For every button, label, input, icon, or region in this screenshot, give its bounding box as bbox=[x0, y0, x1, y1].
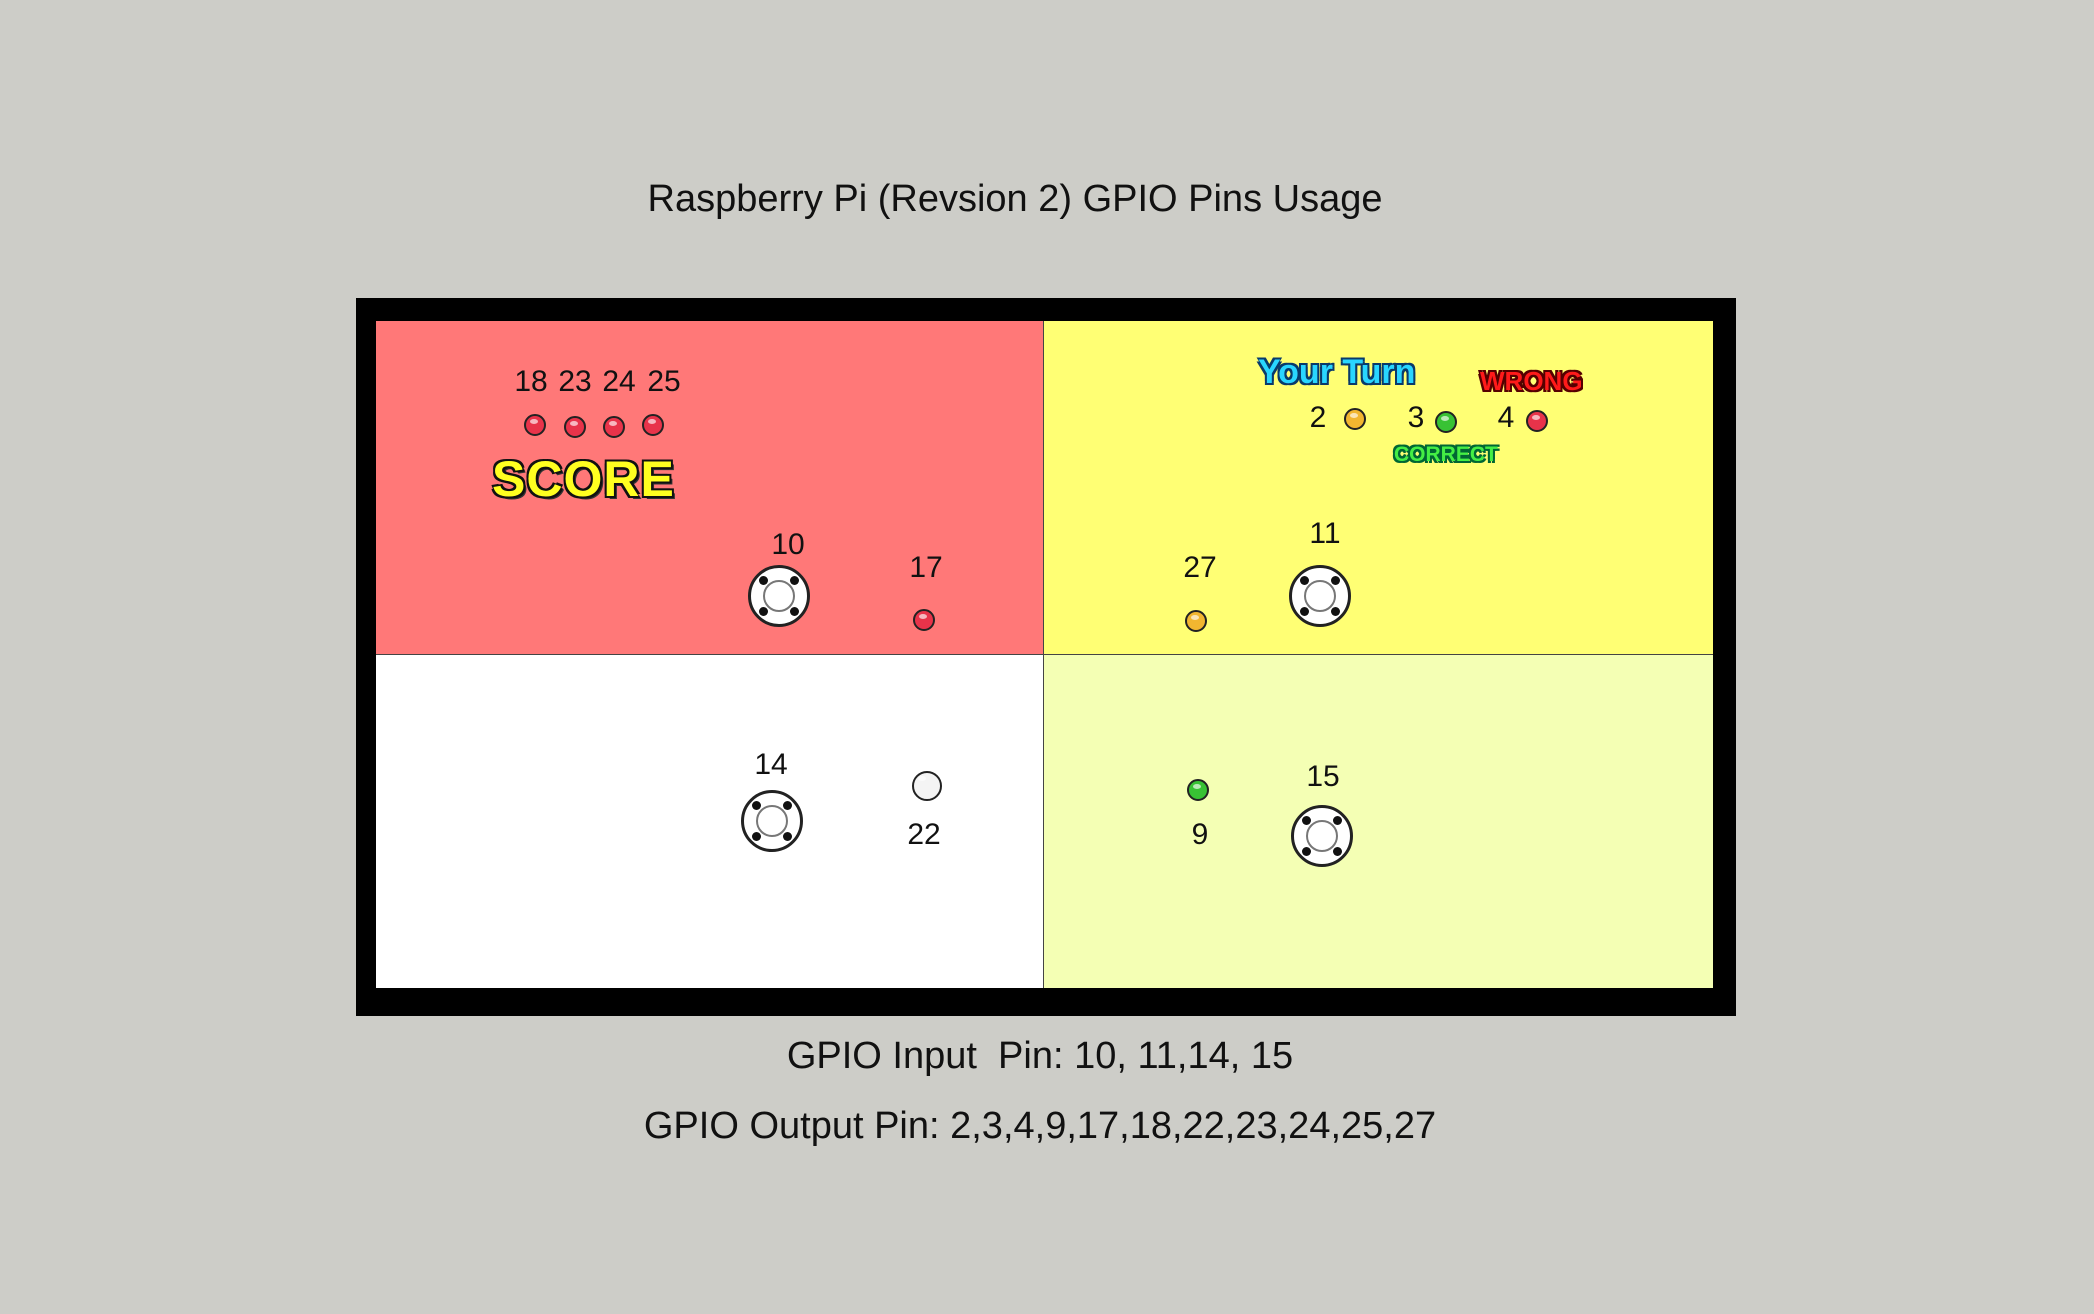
led-17 bbox=[913, 609, 935, 631]
status-led-2 bbox=[1344, 408, 1366, 430]
button-pin-dot bbox=[1302, 847, 1311, 856]
button-cap bbox=[1306, 820, 1338, 852]
button-pin-dot bbox=[1331, 576, 1340, 585]
button-label-11: 11 bbox=[1309, 517, 1341, 550]
score-led-label-24: 24 bbox=[602, 365, 636, 398]
button-pin-dot bbox=[1333, 847, 1342, 856]
status-led-label-4: 4 bbox=[1497, 401, 1515, 434]
page-title: Raspberry Pi (Revsion 2) GPIO Pins Usage bbox=[647, 178, 1383, 220]
your-turn-word: Your Turn bbox=[1258, 353, 1416, 391]
led-label-17: 17 bbox=[909, 551, 943, 584]
score-led-18 bbox=[524, 414, 546, 436]
status-led-label-3: 3 bbox=[1407, 401, 1425, 434]
button-pin-dot bbox=[752, 801, 761, 810]
button-cap bbox=[1304, 580, 1336, 612]
output-pins-text: GPIO Output Pin: 2,3,4,9,17,18,22,23,24,… bbox=[643, 1105, 1437, 1147]
button-pin-dot bbox=[790, 576, 799, 585]
status-led-label-2: 2 bbox=[1309, 401, 1327, 434]
led-9 bbox=[1187, 779, 1209, 801]
quadrant-top-right bbox=[1043, 321, 1713, 654]
led-27 bbox=[1185, 610, 1207, 632]
push-button-10[interactable] bbox=[748, 565, 810, 627]
button-pin-dot bbox=[1300, 576, 1309, 585]
led-label-27: 27 bbox=[1183, 551, 1217, 584]
button-label-10: 10 bbox=[771, 528, 805, 561]
button-pin-dot bbox=[1331, 607, 1340, 616]
quadrant-bottom-left bbox=[376, 654, 1043, 988]
push-button-14[interactable] bbox=[741, 790, 803, 852]
score-led-label-18: 18 bbox=[514, 365, 548, 398]
button-pin-dot bbox=[1333, 816, 1342, 825]
button-cap bbox=[763, 580, 795, 612]
led-label-22: 22 bbox=[907, 818, 941, 851]
button-pin-dot bbox=[1302, 816, 1311, 825]
score-led-25 bbox=[642, 414, 664, 436]
status-led-3 bbox=[1435, 411, 1457, 433]
score-word: SCORE bbox=[492, 451, 675, 507]
led-label-9: 9 bbox=[1191, 818, 1209, 851]
button-pin-dot bbox=[783, 832, 792, 841]
button-label-15: 15 bbox=[1306, 760, 1340, 793]
score-led-label-25: 25 bbox=[647, 365, 681, 398]
button-pin-dot bbox=[783, 801, 792, 810]
led-22 bbox=[912, 771, 942, 801]
score-led-label-23: 23 bbox=[558, 365, 592, 398]
status-led-4 bbox=[1526, 410, 1548, 432]
button-pin-dot bbox=[759, 607, 768, 616]
button-pin-dot bbox=[1300, 607, 1309, 616]
score-led-24 bbox=[603, 416, 625, 438]
quadrant-bottom-right bbox=[1043, 654, 1713, 988]
button-cap bbox=[756, 805, 788, 837]
wrong-word: WRONG bbox=[1480, 366, 1583, 396]
button-pin-dot bbox=[752, 832, 761, 841]
button-label-14: 14 bbox=[754, 748, 788, 781]
input-pins-text: GPIO Input Pin: 10, 11,14, 15 bbox=[786, 1035, 1294, 1077]
score-led-23 bbox=[564, 416, 586, 438]
push-button-15[interactable] bbox=[1291, 805, 1353, 867]
quadrant-top-left bbox=[376, 321, 1043, 654]
game-board bbox=[356, 298, 1736, 1016]
button-pin-dot bbox=[790, 607, 799, 616]
button-pin-dot bbox=[759, 576, 768, 585]
correct-word: CORRECT bbox=[1394, 443, 1498, 466]
push-button-11[interactable] bbox=[1289, 565, 1351, 627]
